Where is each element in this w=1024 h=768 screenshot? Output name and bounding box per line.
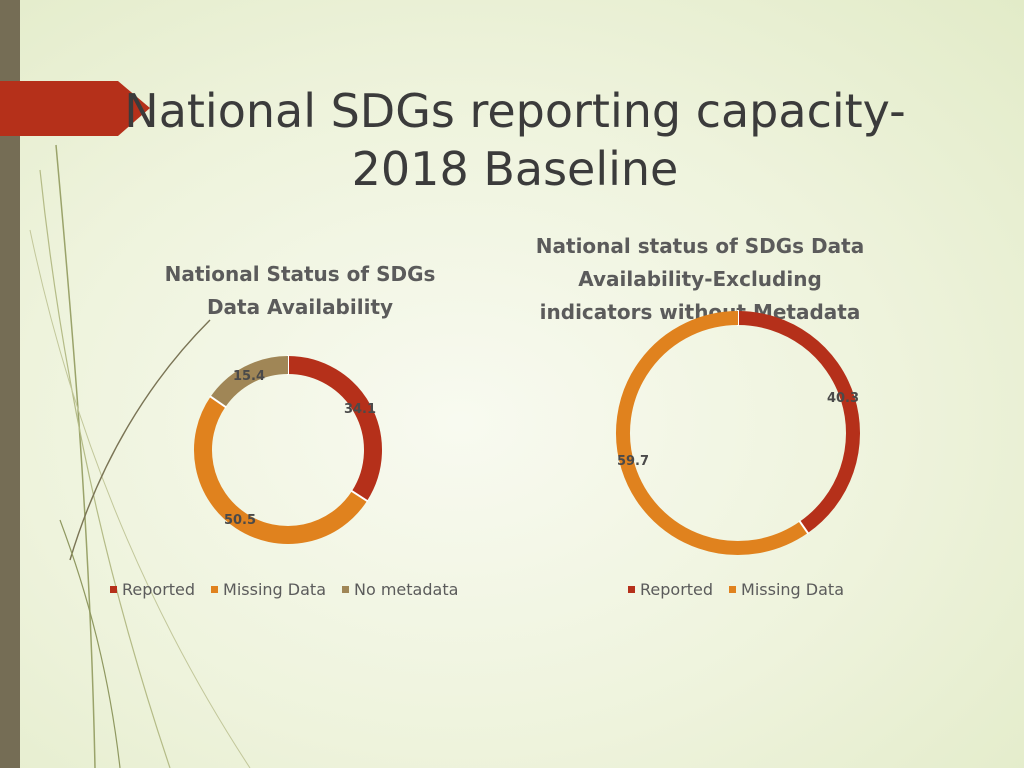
chart-1-slice-missing-data <box>194 396 368 544</box>
legend-label: No metadata <box>354 580 459 599</box>
chart-1-data-label-no-metadata: 15.4 <box>233 369 265 384</box>
chart-2-legend: Reported Missing Data <box>628 580 844 599</box>
chart-1-title-line-2: Data Availability <box>206 295 394 319</box>
chart-1-legend-item-missing-data: Missing Data <box>211 580 326 599</box>
legend-label: Reported <box>122 580 196 599</box>
chart-1-legend: Reported Missing Data No metadata <box>110 580 458 599</box>
chart-1-slice-reported <box>287 356 382 501</box>
chart-2-title-line-1: National status of SDGs Data <box>535 234 865 258</box>
legend-swatch <box>110 586 117 593</box>
chart-1-slice-no-metadata <box>210 356 289 408</box>
chart-2-legend-item-reported: Reported <box>628 580 713 599</box>
chart-1-data-label-missing-data: 50.5 <box>224 513 256 528</box>
legend-label: Missing Data <box>741 580 844 599</box>
chart-1-title-line-1: National Status of SDGs <box>164 262 436 286</box>
chart-1-legend-item-no-metadata: No metadata <box>342 580 458 599</box>
chart-2-data-label-reported: 40.3 <box>827 391 859 406</box>
legend-swatch <box>342 586 349 593</box>
legend-label: Reported <box>640 580 714 599</box>
chart-2-slice-missing-data <box>616 311 808 555</box>
chart-2-data-label-missing-data: 59.7 <box>617 454 649 469</box>
chart-1-data-label-reported: 34.1 <box>344 402 376 417</box>
chart-2-slice-reported <box>737 311 860 534</box>
legend-label: Missing Data <box>223 580 326 599</box>
chart-2-title-line-2: Availability-Excluding <box>578 267 822 291</box>
chart-1-slice-separator <box>209 395 227 409</box>
chart-1-title: National Status of SDGs Data Availabilit… <box>140 258 460 324</box>
page-title-line-1: National SDGs reporting capacity- <box>124 84 906 138</box>
page-title-line-2: 2018 Baseline <box>351 142 679 196</box>
chart-1-slice-separator <box>350 489 369 503</box>
legend-swatch <box>729 586 737 593</box>
chart-2-slice-separator <box>798 520 810 535</box>
chart-1-legend-item-reported: Reported <box>110 580 195 599</box>
title-arrow-marker <box>0 81 150 136</box>
legend-swatch <box>211 586 219 593</box>
left-accent-bar <box>0 0 20 768</box>
page-title: National SDGs reporting capacity- 2018 B… <box>70 82 960 198</box>
legend-swatch <box>628 586 635 593</box>
chart-2-legend-item-missing-data: Missing Data <box>729 580 844 599</box>
